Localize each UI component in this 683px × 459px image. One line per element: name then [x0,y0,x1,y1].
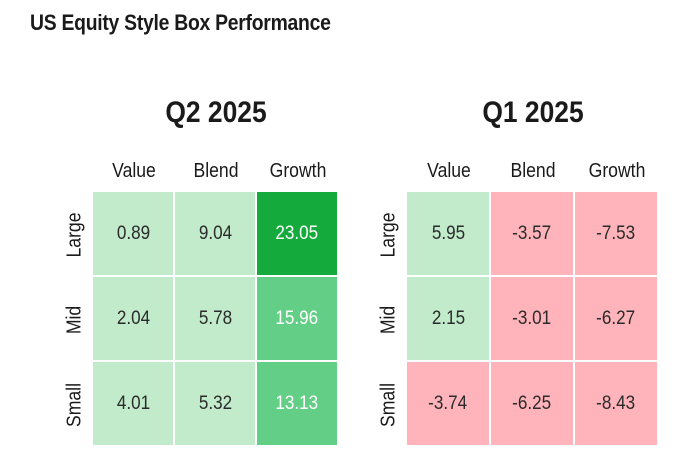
cell-value-label: 5.95 [431,222,465,244]
heatmap-cell: -6.27 [575,277,657,360]
cell-value-label: 5.32 [198,392,232,414]
row-label: Mid [377,305,400,334]
heatmap-cell: 9.04 [175,192,255,275]
row-label: Large [377,211,400,258]
row-label: Large [63,211,86,258]
heatmap-cell: 0.89 [93,192,173,275]
heatmap-cell: 15.96 [257,277,337,360]
heatmap-cell: 2.04 [93,277,173,360]
column-label: Blend [510,160,556,182]
panel-title: Q2 2025 [165,96,267,129]
cell-value-label: -7.53 [596,222,636,244]
row-label: Small [377,382,400,427]
cell-value-label: 9.04 [198,222,232,244]
cell-value-label: -3.57 [512,222,552,244]
cell-value-label: 13.13 [275,392,319,414]
heatmap-cell: 23.05 [257,192,337,275]
heatmap-cell: 2.15 [407,277,489,360]
cell-value-label: -6.27 [596,307,636,329]
heatmap-cell: -3.74 [407,362,489,445]
heatmap-cell: -3.01 [491,277,573,360]
cell-value-label: -3.74 [428,392,468,414]
heatmap-cell: 5.95 [407,192,489,275]
chart-title: US Equity Style Box Performance [30,10,331,35]
column-label: Growth [588,160,646,182]
heatmap-cell: -3.57 [491,192,573,275]
cell-value-label: 15.96 [275,307,319,329]
cell-value-label: 2.15 [431,307,465,329]
heatmap-cell: -7.53 [575,192,657,275]
cell-value-label: -8.43 [596,392,636,414]
column-label: Blend [193,160,239,182]
column-label: Value [112,160,156,182]
row-label: Small [63,382,86,427]
heatmap-cell: 5.32 [175,362,255,445]
heatmap-cell: -8.43 [575,362,657,445]
cell-value-label: 2.04 [116,307,150,329]
heatmap-cell: 13.13 [257,362,337,445]
heatmap-cell: -6.25 [491,362,573,445]
cell-value-label: 23.05 [275,222,319,244]
column-label: Growth [269,160,327,182]
cell-value-label: 0.89 [116,222,150,244]
panel-title: Q1 2025 [482,96,584,129]
cell-value-label: 5.78 [198,307,232,329]
cell-value-label: 4.01 [116,392,150,414]
heatmap-cell: 5.78 [175,277,255,360]
row-label: Mid [63,305,86,334]
cell-value-label: -3.01 [512,307,552,329]
column-label: Value [427,160,471,182]
heatmap-cell: 4.01 [93,362,173,445]
cell-value-label: -6.25 [512,392,552,414]
